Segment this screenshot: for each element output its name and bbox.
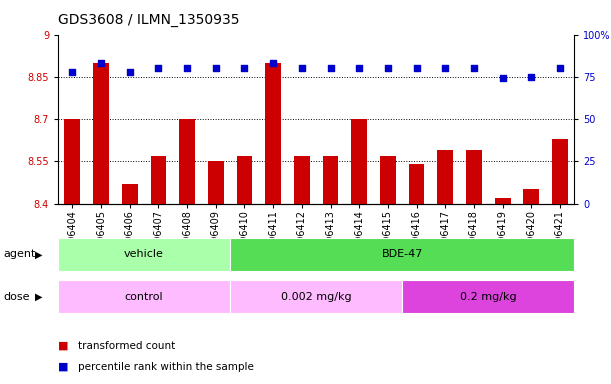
Bar (524, 189, 539, 204)
Text: ▶: ▶ (35, 249, 43, 260)
Point (498, 75, 508, 81)
Point (153, 65, 163, 71)
Bar (58, 238, 230, 271)
Text: vehicle: vehicle (124, 249, 164, 260)
Text: transformed count: transformed count (78, 341, 175, 351)
Point (326, 65, 335, 71)
Point (441, 65, 450, 71)
Bar (208, 161, 224, 204)
Text: ▶: ▶ (35, 291, 43, 302)
Bar (552, 139, 568, 204)
Bar (466, 150, 482, 204)
Point (527, 74, 536, 80)
Point (211, 65, 221, 71)
Text: agent: agent (3, 249, 35, 260)
Bar (402, 280, 574, 313)
Bar (380, 156, 396, 204)
Bar (437, 150, 453, 204)
Bar (495, 198, 511, 204)
Bar (93, 63, 109, 204)
Bar (179, 119, 195, 204)
Text: BDE-47: BDE-47 (381, 249, 423, 260)
Bar (150, 156, 166, 204)
Point (297, 65, 307, 71)
Bar (58, 280, 230, 313)
Bar (236, 156, 252, 204)
Bar (230, 280, 402, 313)
Point (383, 65, 393, 71)
Bar (230, 238, 574, 271)
Bar (409, 164, 425, 204)
Bar (294, 156, 310, 204)
Point (96, 60, 106, 66)
Bar (65, 119, 80, 204)
Bar (323, 156, 338, 204)
Text: 0.002 mg/kg: 0.002 mg/kg (281, 291, 351, 302)
Text: dose: dose (3, 291, 29, 302)
Point (67, 69, 77, 75)
Text: GDS3608 / ILMN_1350935: GDS3608 / ILMN_1350935 (58, 13, 240, 27)
Text: control: control (125, 291, 163, 302)
Text: percentile rank within the sample: percentile rank within the sample (78, 362, 254, 372)
Point (469, 65, 479, 71)
Point (125, 69, 134, 75)
Bar (122, 184, 137, 204)
Bar (265, 63, 281, 204)
Point (240, 65, 249, 71)
Point (182, 65, 192, 71)
Point (555, 65, 565, 71)
Text: 0.2 mg/kg: 0.2 mg/kg (460, 291, 517, 302)
Point (412, 65, 422, 71)
Point (268, 60, 278, 66)
Text: ■: ■ (58, 362, 68, 372)
Text: ■: ■ (58, 341, 68, 351)
Bar (351, 119, 367, 204)
Point (354, 65, 364, 71)
